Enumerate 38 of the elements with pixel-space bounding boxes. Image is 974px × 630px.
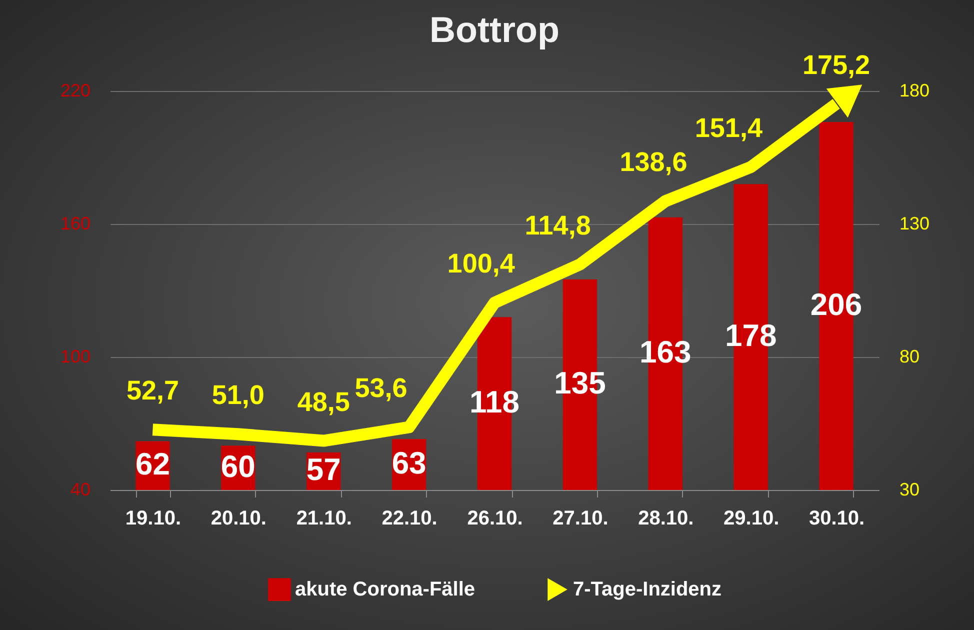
- data-label: 63: [392, 446, 426, 481]
- x-tick-label: 30.10.: [808, 508, 865, 530]
- data-label: 100,4: [447, 248, 515, 279]
- y-tick-label: 220: [60, 80, 90, 100]
- y2-tick-label: 180: [900, 80, 930, 100]
- data-label: 135: [554, 366, 606, 401]
- data-label: 138,6: [620, 147, 688, 178]
- y2-tick-label: 30: [900, 480, 920, 500]
- y-tick-label: 40: [70, 480, 90, 500]
- y2-tick-label: 80: [900, 346, 920, 366]
- data-label: 60: [220, 448, 256, 484]
- data-label: 163: [640, 334, 692, 370]
- x-tick-label: 20.10.: [210, 508, 266, 530]
- x-tick-label: 19.10.: [125, 508, 182, 530]
- y-tick-label: 160: [60, 214, 90, 234]
- data-label: 175,2: [802, 50, 870, 80]
- y2-tick-label: 130: [900, 214, 930, 234]
- chart-title: Bottrop: [430, 8, 560, 50]
- x-tick-label: 21.10.: [296, 508, 352, 530]
- y-tick-label: 100: [60, 346, 90, 366]
- data-label: 57: [306, 452, 341, 488]
- data-label: 48,5: [297, 386, 350, 417]
- data-label: 62: [135, 446, 170, 482]
- x-tick-label: 22.10.: [382, 508, 438, 530]
- data-label: 53,6: [354, 373, 408, 404]
- x-tick-label: 27.10.: [552, 508, 608, 530]
- x-tick-label: 26.10.: [467, 508, 523, 530]
- x-tick-label: 29.10.: [724, 508, 780, 530]
- data-label: 206: [810, 287, 862, 322]
- legend-label: akute Corona-Fälle: [295, 578, 476, 601]
- data-label: 52,7: [126, 376, 180, 406]
- data-label: 118: [469, 384, 520, 420]
- x-tick-label: 28.10.: [638, 508, 694, 530]
- data-label: 51,0: [212, 380, 264, 410]
- legend-label: 7-Tage-Inzidenz: [573, 578, 722, 601]
- data-label: 178: [724, 318, 777, 354]
- data-label: 151,4: [694, 113, 762, 144]
- data-label: 114,8: [524, 210, 591, 240]
